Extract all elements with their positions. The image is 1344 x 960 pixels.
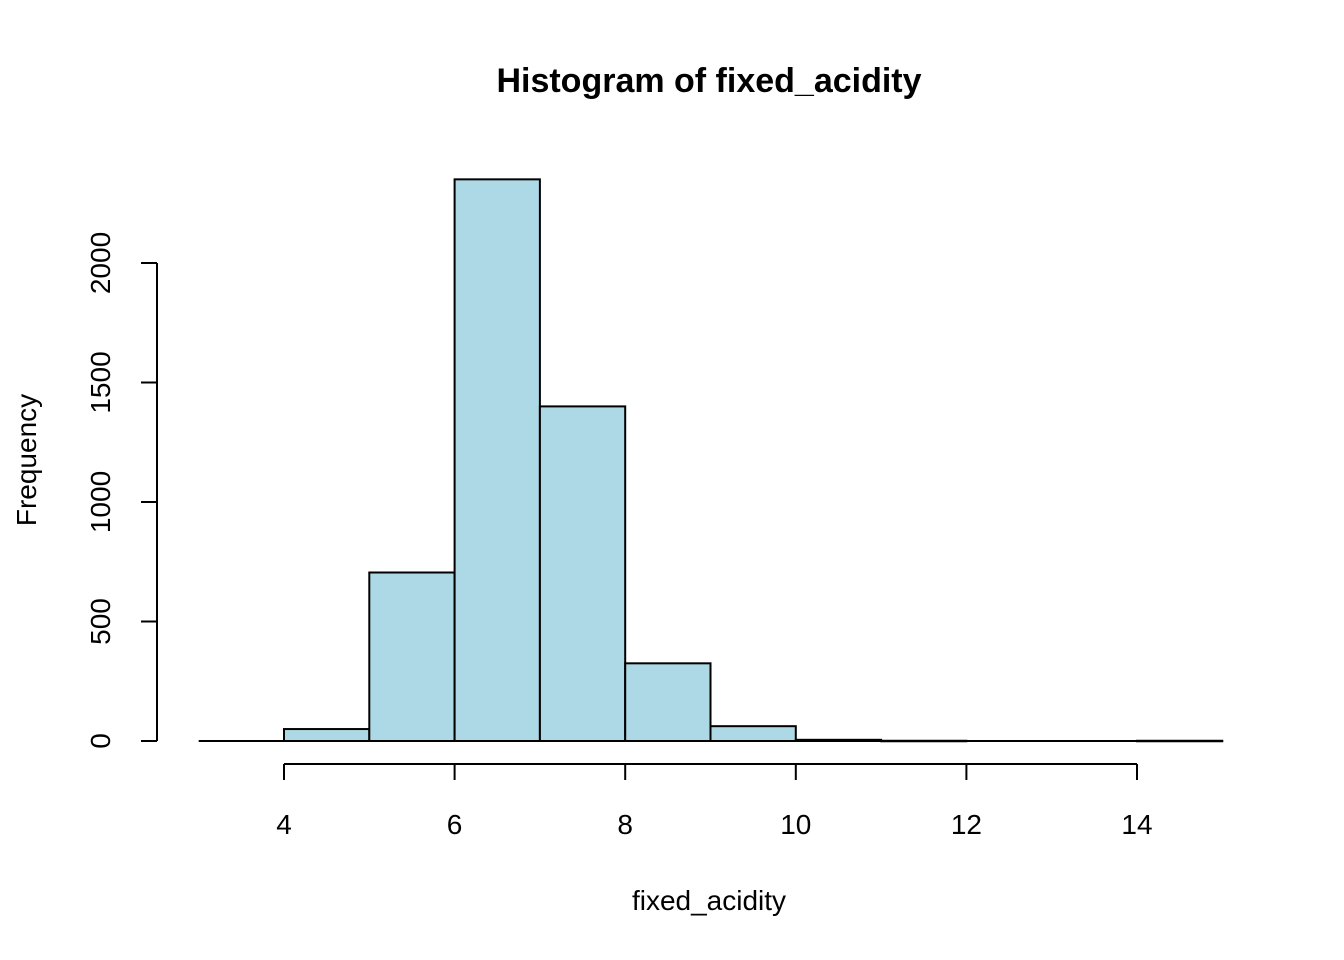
histogram-bar	[538, 405, 627, 742]
y-tick-label: 2000	[85, 232, 116, 294]
histogram-bar	[624, 662, 712, 743]
chart-title: Histogram of fixed_acidity	[496, 62, 921, 100]
x-tick-label: 10	[780, 809, 811, 840]
bars-group	[283, 178, 1224, 743]
x-tick-label: 4	[276, 809, 292, 840]
y-tick-label: 1500	[85, 351, 116, 413]
histogram-bar	[709, 725, 797, 743]
y-tick-label: 1000	[85, 471, 116, 533]
histogram-bar	[453, 178, 541, 743]
y-axis-label: Frequency	[11, 394, 42, 526]
histogram-bar	[283, 728, 371, 742]
x-tick-label: 14	[1121, 809, 1152, 840]
x-tick-label: 12	[951, 809, 982, 840]
y-tick-label: 500	[85, 598, 116, 645]
y-tick-label: 0	[85, 733, 116, 749]
x-axis: 4 6 8 10 12 14	[276, 763, 1153, 840]
x-tick-label: 6	[447, 809, 463, 840]
histogram-bar	[368, 571, 456, 742]
y-axis: 0 500 1000 1500 2000	[85, 232, 158, 749]
x-tick-label: 8	[617, 809, 633, 840]
x-axis-label: fixed_acidity	[632, 885, 786, 916]
